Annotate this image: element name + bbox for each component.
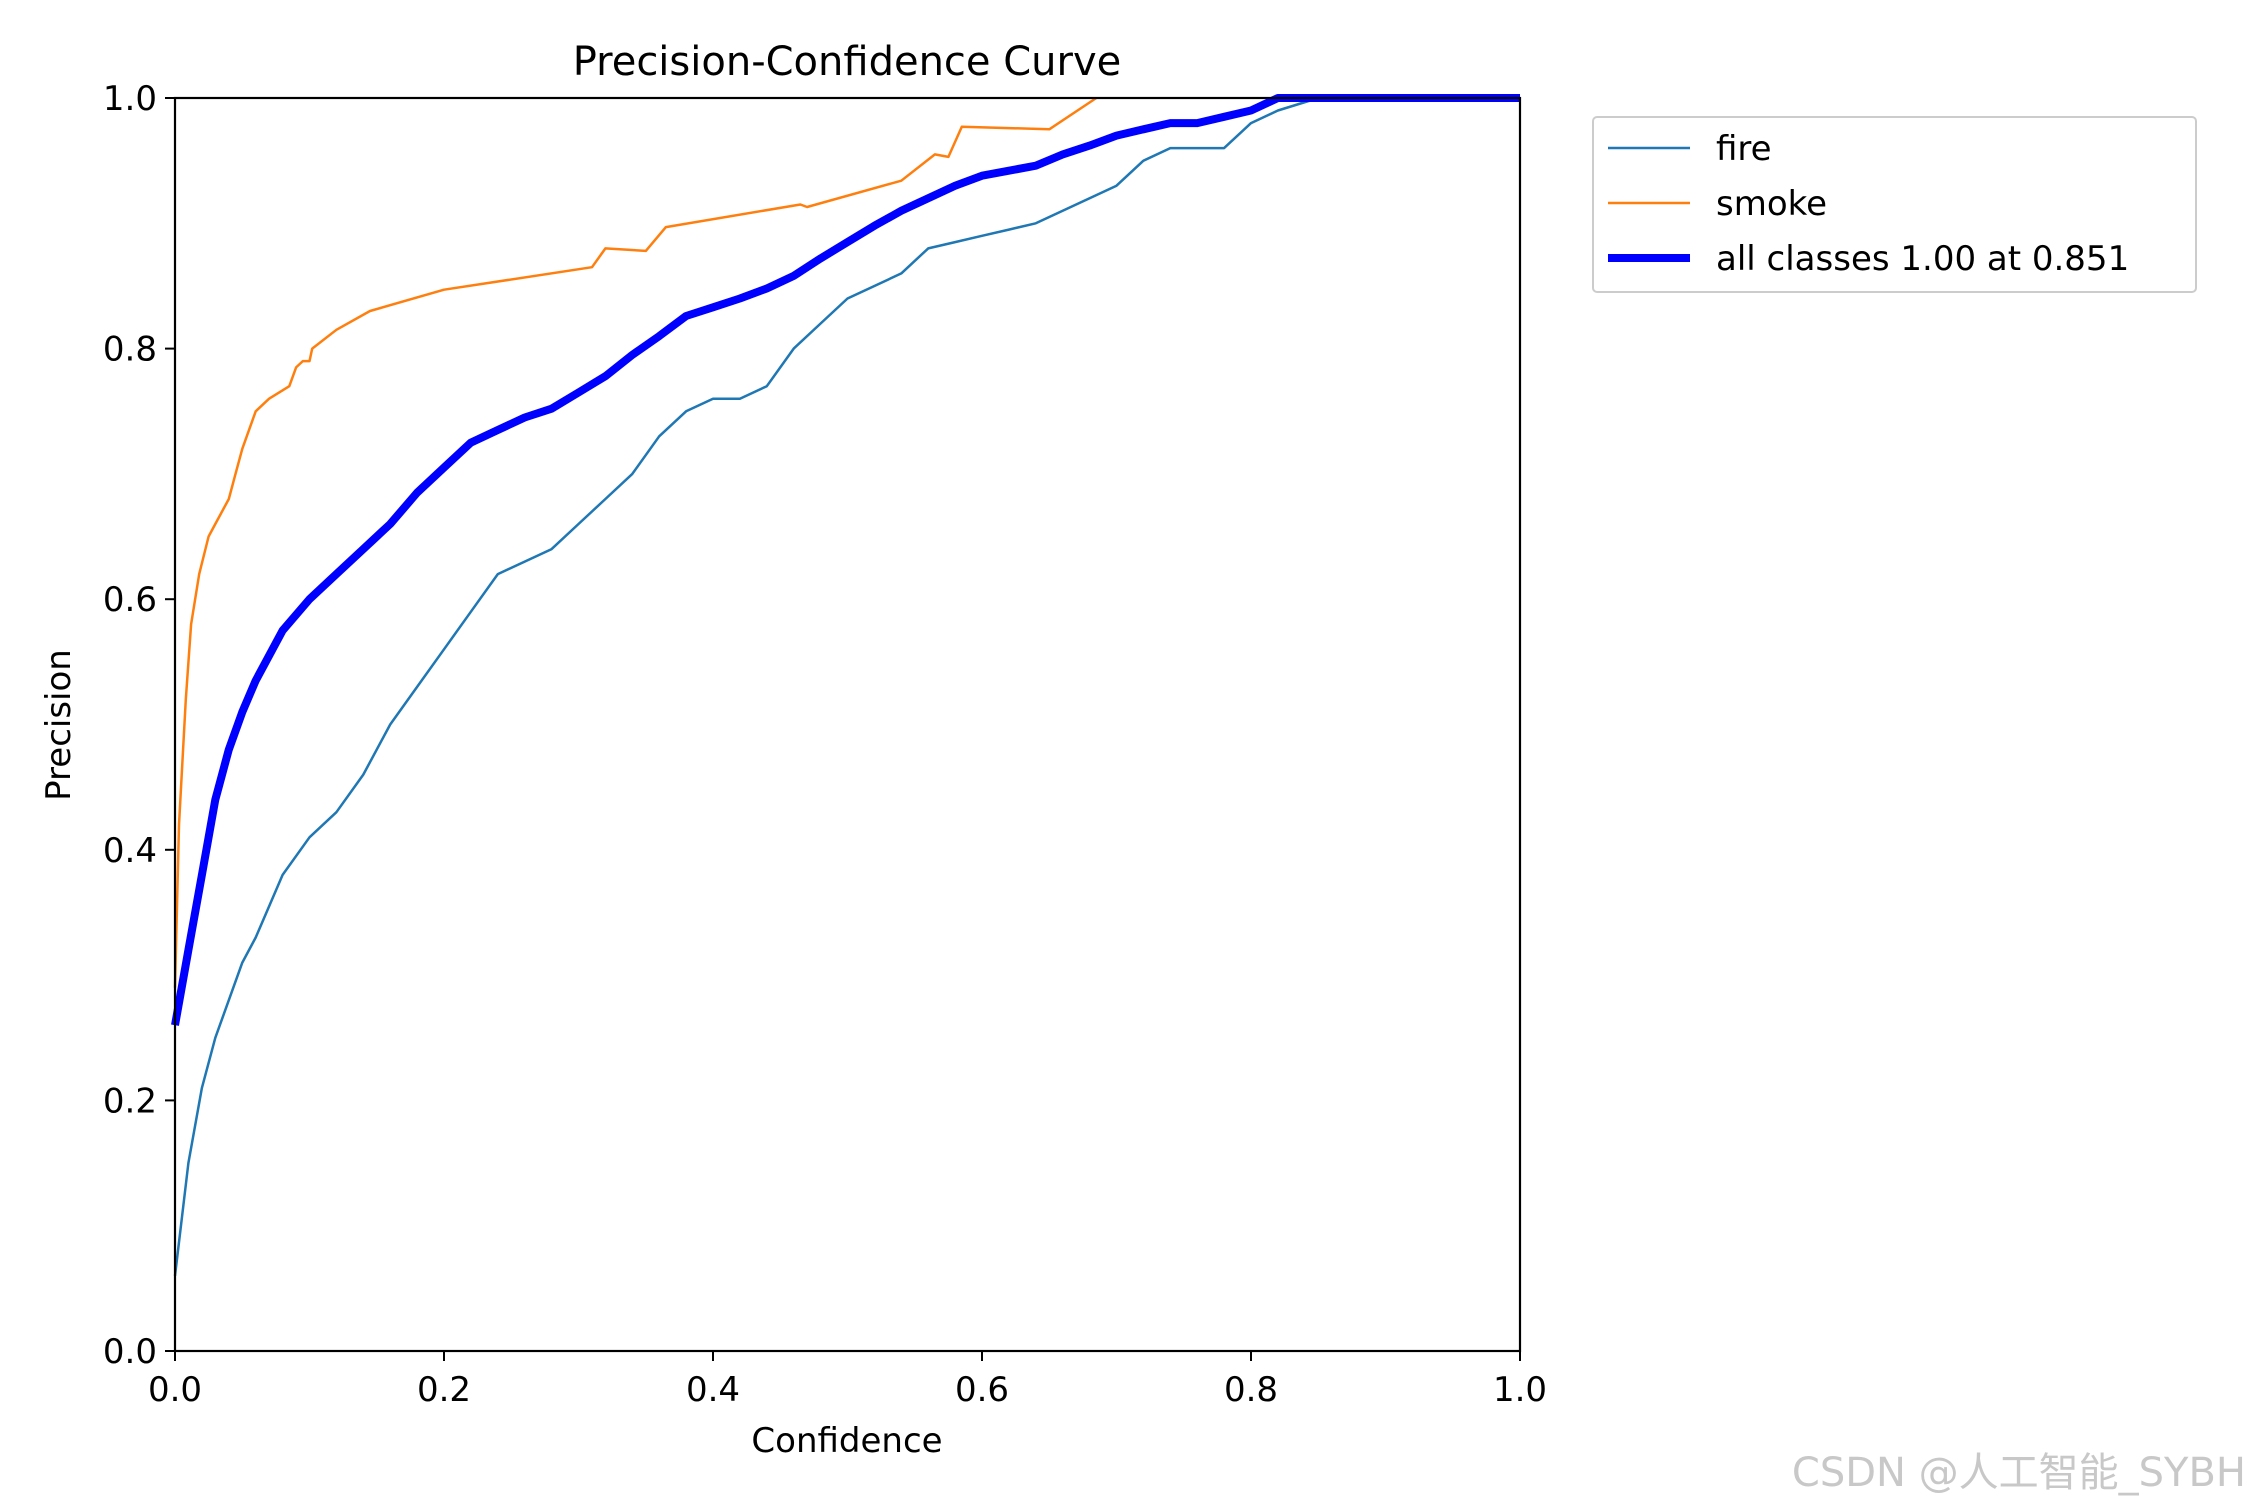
- y-tick-label: 0.8: [103, 330, 157, 370]
- legend-label: fire: [1716, 129, 1772, 169]
- x-tick-label: 0.0: [148, 1370, 202, 1410]
- watermark: CSDN @人工智能_SYBH: [1791, 1450, 2246, 1496]
- legend-entry-smoke: smoke: [1608, 184, 1827, 224]
- legend: fire smoke all classes 1.00 at 0.851: [1592, 116, 2197, 293]
- legend-label: all classes 1.00 at 0.851: [1716, 239, 2129, 279]
- y-tick-label: 1.0: [103, 79, 157, 119]
- x-tick-label: 0.6: [955, 1370, 1009, 1410]
- series-fire-line: [173, 96, 1520, 1276]
- y-tick-label: 0.4: [103, 831, 157, 871]
- x-tick-label: 0.8: [1224, 1370, 1278, 1410]
- plot-lines: [171, 94, 1520, 1276]
- x-tick-label: 0.4: [686, 1370, 740, 1410]
- y-tick-label: 0.2: [103, 1081, 157, 1121]
- plot-frame: [173, 96, 1522, 1353]
- x-axis-label: Confidence: [751, 1421, 942, 1461]
- legend-entry-fire: fire: [1608, 129, 1772, 169]
- legend-label: smoke: [1716, 184, 1827, 224]
- chart-title: Precision-Confidence Curve: [573, 39, 1122, 85]
- x-tick-label: 1.0: [1493, 1370, 1547, 1410]
- y-axis-label: Precision: [39, 649, 79, 801]
- y-tick-label: 0.6: [103, 580, 157, 620]
- y-axis-ticks: 0.0 0.2 0.4 0.6 0.8 1.0: [103, 79, 175, 1372]
- legend-frame: [1592, 116, 2197, 293]
- series-all-classes-line: [171, 94, 1520, 1026]
- x-tick-label: 0.2: [417, 1370, 471, 1410]
- series-smoke-line: [173, 96, 1097, 988]
- legend-entry-all-classes: all classes 1.00 at 0.851: [1608, 239, 2129, 279]
- y-tick-label: 0.0: [103, 1332, 157, 1372]
- x-axis-ticks: 0.0 0.2 0.4 0.6 0.8 1.0: [148, 1351, 1547, 1410]
